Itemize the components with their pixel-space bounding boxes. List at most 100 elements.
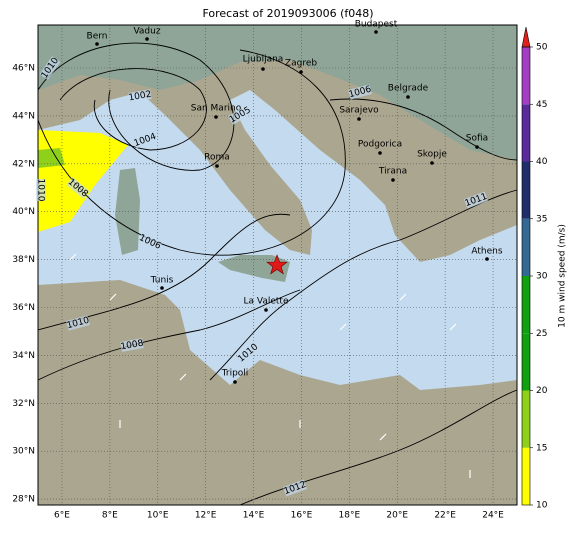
colorbar-segment <box>522 333 530 391</box>
isobar <box>37 213 291 331</box>
lon-tick-label: 14°E <box>243 511 265 521</box>
lat-tick-label: 30°N <box>12 447 35 457</box>
isobar-label: 1008 <box>120 339 145 353</box>
city-dot <box>391 178 395 182</box>
lon-tick-label: 8°E <box>102 511 118 521</box>
colorbar-tick-label: 50 <box>536 43 548 53</box>
colorbar-tick-label: 40 <box>536 157 548 167</box>
lon-tick-label: 20°E <box>386 511 408 521</box>
city-label: Vaduz <box>133 27 160 37</box>
city-dot <box>475 145 479 149</box>
lat-tick-label: 40°N <box>12 207 35 217</box>
lon-tick-label: 12°E <box>195 511 217 521</box>
colorbar-extend <box>521 26 531 48</box>
isobar-label-bg <box>39 56 61 80</box>
lon-tick-label: 24°E <box>482 511 504 521</box>
isobar-label-bg <box>463 191 489 209</box>
title: Forecast of 2019093006 (f048) <box>202 7 373 20</box>
corsica-sardinia <box>115 168 140 255</box>
isobar-label: 1002 <box>128 90 152 104</box>
wind-patch <box>38 148 65 168</box>
city-dot <box>430 161 434 165</box>
lat-tick-label: 28°N <box>12 495 35 505</box>
isobar-label-bg <box>348 84 372 100</box>
colorbar-tick-label: 15 <box>536 443 547 453</box>
city-dot <box>214 115 218 119</box>
lat-tick-label: 44°N <box>12 111 35 121</box>
isobar-label-group: 1008 <box>120 338 145 352</box>
city-dot <box>264 308 268 312</box>
city-label: San Marino <box>191 104 242 114</box>
colorbar-label: 10 m wind speed (m/s) <box>558 224 568 328</box>
sicily <box>218 255 290 282</box>
city-label: Zagreb <box>285 59 317 69</box>
map-frame <box>37 24 518 506</box>
isobar <box>59 68 207 151</box>
city-label: Roma <box>204 153 230 163</box>
isobar-label-bg <box>132 131 158 149</box>
sea <box>38 90 517 390</box>
lat-tick-label: 42°N <box>12 159 35 169</box>
city-dot <box>233 380 237 384</box>
isobar <box>329 98 518 161</box>
city-dot <box>160 286 164 290</box>
city-label: Tripoli <box>221 369 249 379</box>
barb <box>69 253 471 478</box>
city-label: Sarajevo <box>339 106 379 116</box>
city-dot <box>145 37 149 41</box>
lon-tick-label: 22°E <box>434 511 456 521</box>
city-label: Athens <box>471 247 502 257</box>
lat-tick-label: 46°N <box>12 64 35 74</box>
city-dot <box>374 30 378 34</box>
city-dot <box>378 151 382 155</box>
isobar-label-bg <box>137 232 163 252</box>
city-dot <box>357 117 361 121</box>
city-label: Sofia <box>466 134 488 144</box>
city-label: Ljubljana <box>243 55 284 65</box>
isobar <box>37 289 301 381</box>
colorbar-tick-label: 25 <box>536 329 547 339</box>
colorbar-tick-label: 30 <box>536 272 548 282</box>
isobar <box>37 49 346 256</box>
colorbar-segment <box>522 161 530 219</box>
isobar-label: 1010 <box>36 179 46 202</box>
isobar-label-bg <box>282 479 308 497</box>
city-dot <box>215 164 219 168</box>
isobar-label-group: 1002 <box>128 89 152 103</box>
colorbar-tick-label: 20 <box>536 386 548 396</box>
lon-tick-label: 10°E <box>147 511 169 521</box>
lat-tick-label: 32°N <box>12 399 35 409</box>
colorbar-segment <box>522 47 530 105</box>
lat-tick-label: 36°N <box>12 303 35 313</box>
colorbar-segment <box>522 390 530 448</box>
city-dot <box>299 70 303 74</box>
city-label: Bern <box>87 32 108 42</box>
city-dot <box>95 42 99 46</box>
city-label: Tunis <box>150 276 174 286</box>
city-dot <box>485 257 489 261</box>
city-label: Podgorica <box>358 140 402 150</box>
city-label: Tirana <box>378 167 407 177</box>
isobar <box>209 189 518 381</box>
city-label: Budapest <box>355 20 398 30</box>
city-label: Belgrade <box>388 84 429 94</box>
lon-tick-label: 6°E <box>54 511 70 521</box>
colorbar-tick-label: 10 <box>536 501 548 511</box>
wind-barbs <box>69 253 471 478</box>
city-dot <box>261 67 265 71</box>
colorbar-segment <box>522 447 530 505</box>
location-star <box>266 254 288 275</box>
city-label: La Valette <box>244 297 289 307</box>
isobar-label-bg <box>66 315 90 331</box>
graticule <box>38 25 517 505</box>
isobar-label-bg <box>236 342 260 364</box>
city-label: Skopje <box>417 150 447 160</box>
colorbar-tick-label: 45 <box>536 100 547 110</box>
city-dot <box>406 95 410 99</box>
colorbar-tick-label: 35 <box>536 214 547 224</box>
colorbar-segment <box>522 218 530 276</box>
isobar-label-bg <box>120 338 144 352</box>
lon-tick-label: 16°E <box>291 511 313 521</box>
